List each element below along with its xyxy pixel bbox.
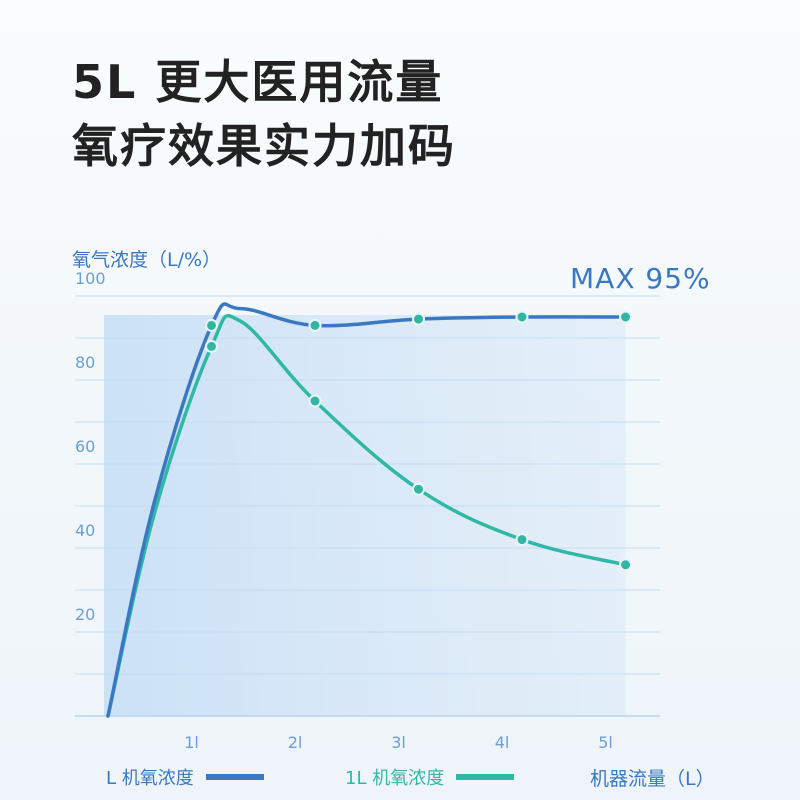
data-point-b [205, 339, 218, 353]
y-tick-label: 60 [75, 437, 95, 456]
x-tick-label: 5l [598, 733, 613, 752]
data-point-b [619, 558, 632, 572]
data-point-b [412, 482, 425, 496]
legend-item-series-b: 1L 机氧浓度 [345, 764, 515, 790]
x-tick-label: 3l [391, 733, 406, 752]
data-point-b [308, 394, 322, 408]
max-region-highlight [104, 315, 626, 716]
data-point-a [515, 310, 529, 324]
series-line-a [106, 302, 628, 718]
headline-line-1: 5L 更大医用流量 [72, 55, 444, 109]
x-tick-label: 4l [495, 733, 510, 752]
y-axis-label: 氧气浓度（L/%） [72, 249, 222, 271]
y-tick-label: 80 [75, 353, 95, 372]
y-tick-label: 20 [75, 605, 95, 624]
legend-swatch-series-b [456, 774, 515, 780]
data-point-a [205, 318, 218, 332]
data-point-a [619, 310, 632, 324]
data-point-a [412, 312, 425, 326]
legend-label-series-b: 1L 机氧浓度 [345, 768, 445, 789]
x-tick-label: 1l [184, 733, 199, 752]
headline: 5L 更大医用流量 氧疗效果实力加码 [72, 50, 456, 178]
x-tick-label: 2l [288, 733, 303, 752]
y-tick-label: 40 [75, 521, 95, 540]
legend-item-series-a: L 机氧浓度 [106, 764, 264, 790]
legend-label-series-a: L 机氧浓度 [106, 768, 194, 789]
data-point-a [308, 318, 322, 332]
series-line-b [106, 314, 628, 718]
data-point-b [515, 533, 529, 547]
max-concentration-label: MAX 95% [570, 262, 711, 295]
y-tick-label: 100 [75, 269, 106, 288]
headline-line-2: 氧疗效果实力加码 [72, 119, 456, 173]
legend-swatch-series-a [205, 774, 264, 780]
x-axis-label: 机器流量（L） [590, 768, 715, 790]
